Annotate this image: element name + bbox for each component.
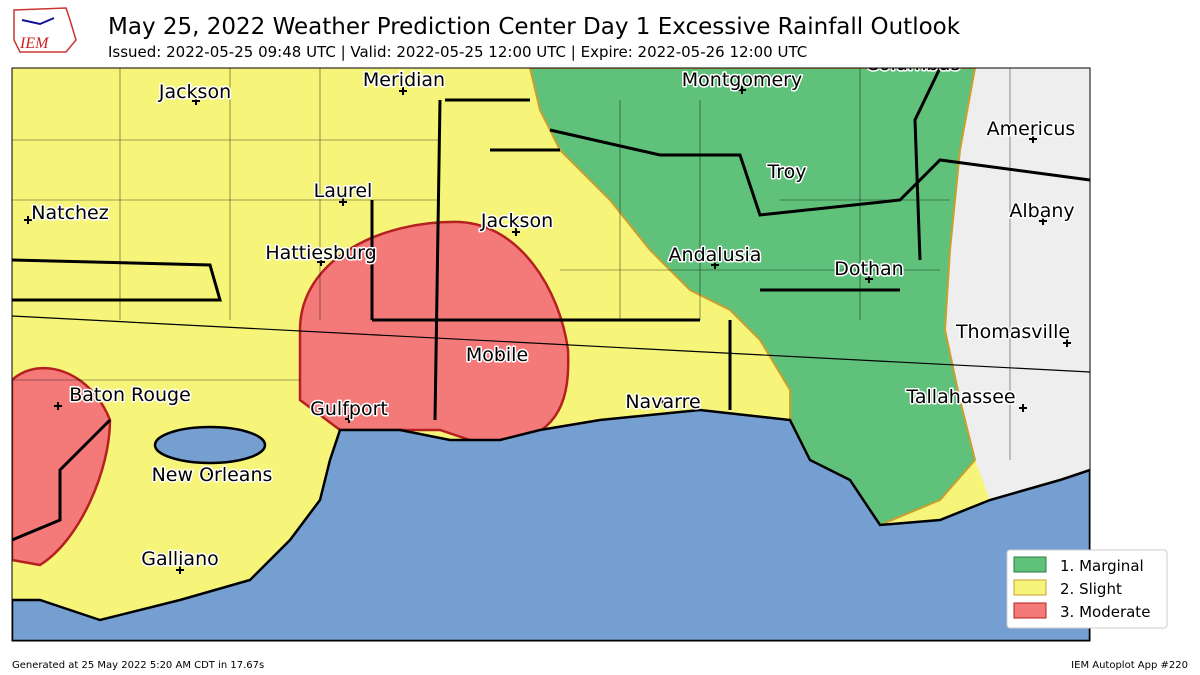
city-marker (1063, 339, 1071, 347)
city-marker (659, 398, 667, 406)
city-label: Jackson (158, 81, 231, 103)
city-marker (865, 275, 873, 283)
city-marker (399, 87, 407, 95)
logo: IEM (13, 7, 77, 53)
legend-swatch (1013, 556, 1047, 573)
title: May 25, 2022 Weather Prediction Center D… (108, 14, 961, 40)
city-marker (176, 566, 184, 574)
city-label: Hattiesburg (265, 242, 376, 264)
city-label: Montgomery (682, 69, 802, 91)
legend-swatch (1013, 602, 1047, 619)
city-label: Gulfport (310, 398, 388, 420)
city-marker (54, 402, 62, 410)
footer-left: Generated at 25 May 2022 5:20 AM CDT in … (12, 660, 264, 671)
city-label: Americus (987, 118, 1076, 140)
city-label: Meridian (363, 69, 445, 91)
city-marker (317, 258, 325, 266)
city-label: Dothan (834, 258, 903, 280)
legend-swatch (1013, 579, 1047, 596)
logo-text: IEM (19, 35, 50, 52)
city-marker (339, 198, 347, 206)
city-marker (1029, 135, 1037, 143)
legend-label: 3. Moderate (1060, 603, 1150, 621)
subtitle: Issued: 2022-05-25 09:48 UTC | Valid: 20… (108, 43, 807, 61)
city-marker (738, 86, 746, 94)
city-marker (208, 470, 216, 478)
city-marker (192, 97, 200, 105)
city-label: Navarre (625, 391, 700, 413)
gulf-water (12, 408, 1090, 641)
legend-label: 1. Marginal (1060, 557, 1144, 575)
city-marker (1039, 217, 1047, 225)
city-marker (24, 216, 32, 224)
city-marker (784, 166, 792, 174)
city-label: Galliano (141, 548, 219, 570)
moderate-area (12, 366, 112, 567)
city-label: Troy (766, 161, 806, 183)
city-marker (345, 415, 353, 423)
city-label: New Orleans (152, 464, 273, 486)
city-label: Albany (1009, 200, 1074, 222)
map: Columbus Jackson Meridian Montgomery Americu… (12, 53, 1090, 641)
city-marker (512, 228, 520, 236)
city-label: Tallahassee (905, 386, 1015, 408)
city-label: Mobile (466, 344, 528, 366)
city-label: Baton Rouge (69, 384, 191, 406)
city-label: Laurel (314, 180, 373, 202)
city-label: Natchez (31, 202, 108, 224)
legend-box (1006, 549, 1168, 629)
city-label: Thomasville (955, 321, 1070, 343)
legend-label: 2. Slight (1060, 580, 1122, 598)
city-label: Jackson (480, 210, 553, 232)
map-frame (11, 67, 1091, 642)
lake (153, 425, 267, 465)
county-lines (12, 68, 1011, 460)
legend: 1. Marginal 2. Slight 3. Moderate (1006, 549, 1168, 629)
city-labels: Columbus Jackson Meridian Montgomery Americu… (24, 53, 1077, 574)
state-borders (12, 68, 1090, 542)
city-label: Andalusia (669, 244, 762, 266)
footer-right: IEM Autoplot App #220 (1071, 660, 1188, 671)
city-marker (493, 351, 501, 359)
city-marker (1019, 404, 1027, 412)
city-marker (711, 261, 719, 269)
city-label: Columbus (866, 53, 961, 75)
